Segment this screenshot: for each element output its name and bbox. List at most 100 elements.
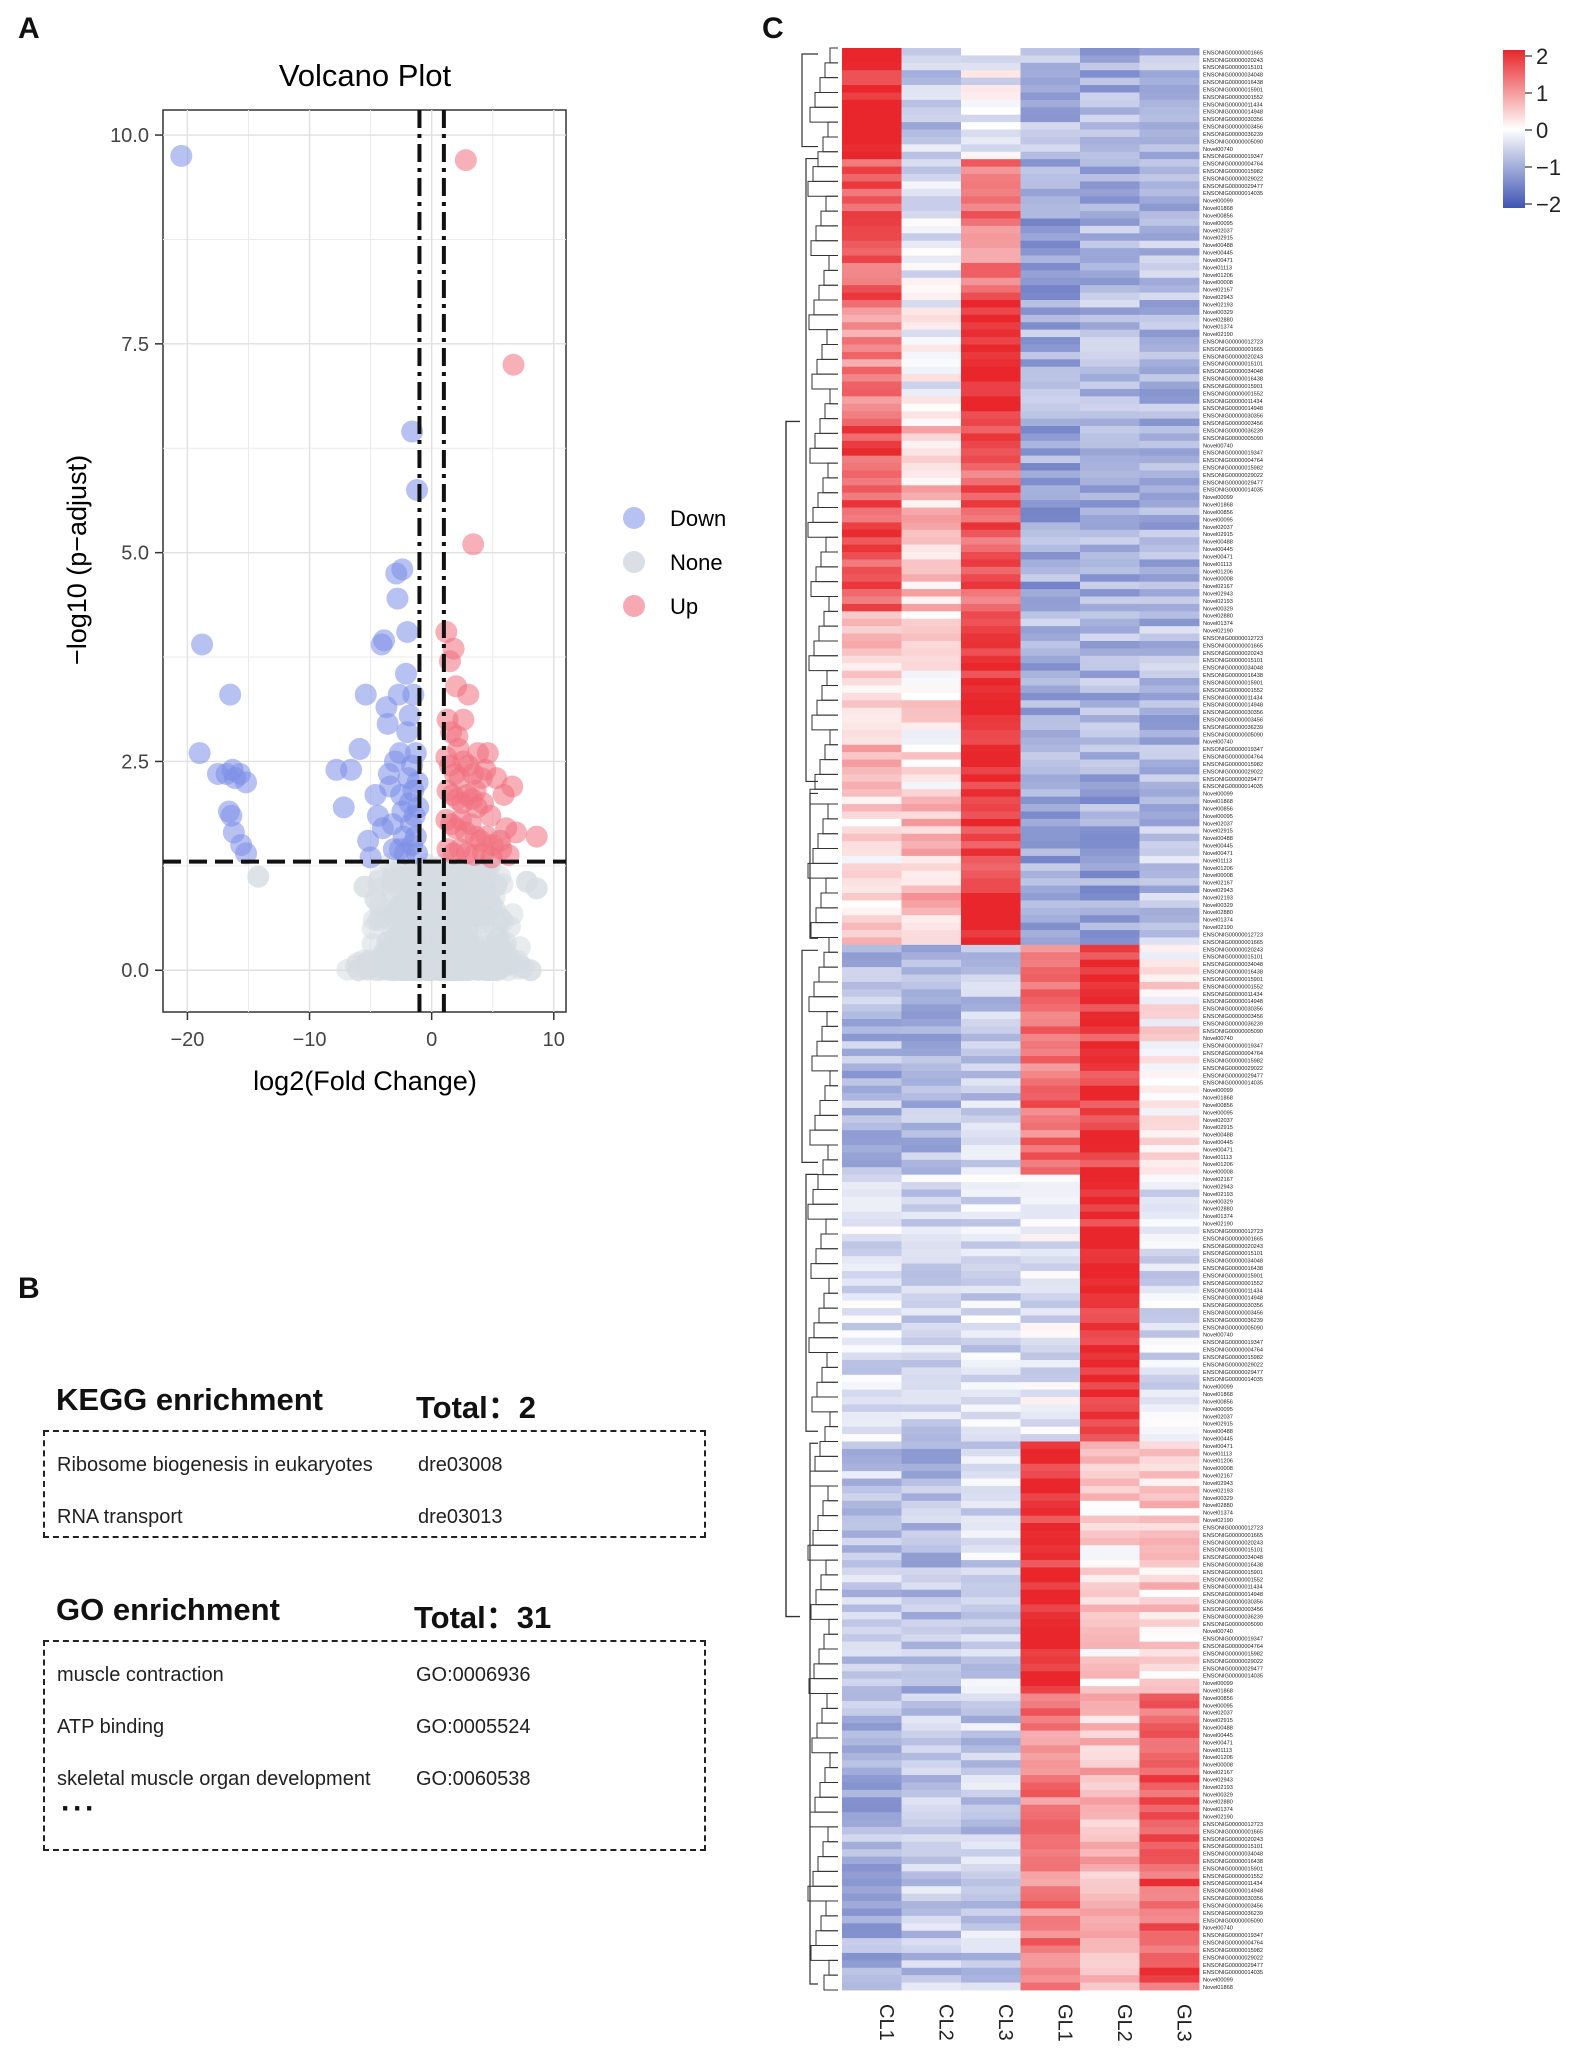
heatmap-cell [842,900,902,909]
heatmap-cell [1080,1804,1140,1813]
point-down [388,838,411,861]
heatmap-cell [961,1011,1021,1020]
heatmap-cell [842,1500,902,1509]
heatmap-row-label: ENSONIG00000029477 [1203,1370,1263,1376]
heatmap-cell [1139,811,1200,820]
heatmap-cell [961,77,1021,86]
point-up [479,804,502,827]
heatmap-cell [961,944,1021,953]
heatmap-cell [842,1671,902,1680]
heatmap-cell [901,1767,962,1776]
dendrogram-branch [825,877,838,894]
heatmap-row-label: ENSONIG00000014035 [1203,1081,1263,1087]
heatmap-cell [1080,514,1140,523]
heatmap-cell [1020,1893,1081,1902]
point-down [354,683,377,706]
heatmap-cell [1020,1174,1081,1183]
heatmap-cell [961,463,1021,471]
heatmap-cell [1139,196,1200,205]
heatmap-cell [961,262,1021,271]
heatmap-cell [1080,1952,1140,1961]
heatmap-row-label: Novel00471 [1203,851,1233,857]
heatmap-cell [842,559,902,568]
heatmap-row-label: Novel00095 [1203,1703,1233,1709]
heatmap-row-label: Novel00740 [1203,1629,1233,1635]
heatmap-cell [1020,1582,1081,1591]
heatmap-cell [961,611,1021,620]
heatmap-cell [1020,1389,1081,1398]
heatmap-cell [1080,1611,1140,1620]
heatmap-cell [961,1752,1021,1761]
heatmap-cell [1020,1122,1081,1131]
heatmap-cell [901,1330,962,1339]
point-up [502,353,525,376]
legend-swatch-none [623,551,645,573]
heatmap-cell [842,248,902,256]
dendrogram-cluster [801,949,818,1163]
heatmap-cell [1020,1856,1081,1865]
heatmap-cell [1080,144,1140,153]
heatmap-cell [901,1441,962,1450]
heatmap-cell [901,907,962,916]
heatmap-cell [961,1093,1021,1101]
heatmap-cell [901,1493,962,1502]
go-table: muscle contraction GO:0006936 ATP bindin… [43,1640,706,1851]
heatmap-cell [1080,1723,1140,1731]
heatmap-row-label: ENSONIG00000030356 [1203,1303,1263,1309]
heatmap-cell [961,159,1021,167]
heatmap-cell [901,1745,962,1754]
heatmap-cell [1020,270,1081,279]
heatmap-row-label: Novel00488 [1203,1726,1233,1732]
heatmap-cell [901,1952,962,1961]
heatmap-row-label: Novel00471 [1203,554,1233,560]
heatmap-cell [961,92,1021,101]
heatmap-cell [901,552,962,560]
heatmap-row-label: Novel02943 [1203,1481,1233,1487]
heatmap-cell [1020,1300,1081,1309]
heatmap-cell [1020,1745,1081,1754]
heatmap-cell [1020,937,1081,946]
heatmap-cell [961,388,1021,397]
heatmap-cell [901,1760,962,1769]
panel-label-b: B [18,1272,40,1305]
heatmap-cells [842,48,1200,1991]
heatmap-cell [1139,670,1200,679]
heatmap-cell [1020,1834,1081,1843]
heatmap-cell [842,1122,902,1131]
heatmap-cell [1020,1056,1081,1064]
legend-label-up: Up [670,594,698,619]
heatmap-row-label: ENSONIG00000016438 [1203,673,1263,679]
heatmap-cell [961,804,1021,812]
heatmap-cell [842,381,902,390]
heatmap-cell [1139,1233,1200,1242]
heatmap-cell [1020,1611,1081,1620]
heatmap-cell [842,1915,902,1924]
heatmap-cell [901,1204,962,1213]
dendrogram-branch [819,1441,838,1457]
heatmap-cell [901,1293,962,1302]
heatmap-cell [961,885,1021,894]
heatmap-cell [901,974,962,983]
heatmap-cell [961,841,1021,849]
heatmap-row-label: Novel00488 [1203,836,1233,842]
heatmap-cell [842,218,902,227]
heatmap-cell [1139,1611,1200,1620]
heatmap-row-label: ENSONIG00000029477 [1203,1666,1263,1672]
heatmap-cell [901,1063,962,1072]
heatmap-row-label: ENSONIG00000004764 [1203,162,1263,168]
heatmap-cell [1080,1167,1140,1176]
heatmap-cell [1080,507,1140,516]
heatmap-row-label: Novel00740 [1203,1926,1233,1932]
heatmap-cell [961,1967,1021,1976]
kegg-total: Total：2 [416,1390,536,1425]
heatmap-cell [1080,1359,1140,1368]
heatmap-cell [842,1634,902,1643]
heatmap-cell [1080,1337,1140,1346]
heatmap-cell [961,1100,1021,1109]
heatmap-cell [901,737,962,746]
heatmap-cell [842,1967,902,1976]
heatmap-cell [1020,248,1081,256]
heatmap-cell [961,1508,1021,1517]
heatmap-cell [901,1967,962,1976]
heatmap-cell [1020,337,1081,345]
